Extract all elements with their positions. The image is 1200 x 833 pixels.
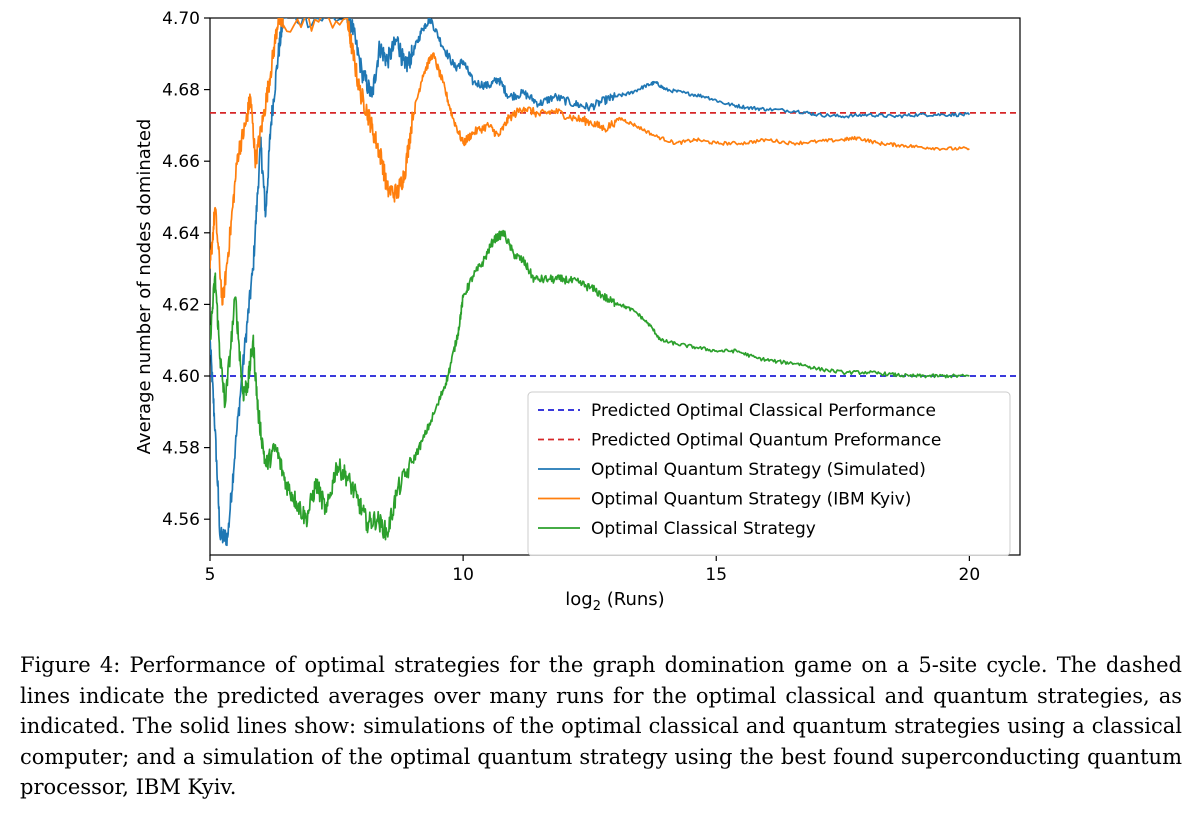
legend-label: Optimal Quantum Strategy (Simulated) — [591, 460, 926, 480]
legend-box — [527, 391, 1011, 556]
x-tick-label: 15 — [705, 565, 727, 585]
y-tick-label: 4.58 — [162, 439, 200, 459]
x-axis: 5 10 15 20 — [205, 555, 981, 585]
series-line — [210, 18, 971, 547]
chart: 5 10 15 20 4.56 4.58 4.60 4.62 4.64 4.66 4.68 4.70… — [134, 9, 1021, 614]
series-lines — [210, 18, 971, 547]
legend-label: Predicted Optimal Classical Performance — [591, 401, 936, 421]
y-tick-label: 4.56 — [162, 510, 200, 530]
y-tick-label: 4.60 — [162, 367, 200, 387]
y-tick-label: 4.68 — [162, 81, 200, 101]
x-axis-label: log2 (Runs) — [565, 589, 664, 614]
legend: Predicted Optimal Classical Performance P… — [527, 391, 1011, 556]
y-axis-label: Average number of nodes dominated — [134, 119, 155, 455]
x-tick-label: 5 — [205, 565, 216, 585]
legend-label: Optimal Quantum Strategy (IBM Kyiv) — [591, 490, 911, 510]
y-tick-label: 4.62 — [162, 295, 200, 315]
x-tick-label: 20 — [959, 565, 981, 585]
legend-label: Optimal Classical Strategy — [591, 519, 816, 539]
y-tick-label: 4.70 — [162, 9, 200, 29]
series-line — [210, 229, 970, 541]
series-line — [210, 18, 970, 306]
legend-label: Predicted Optimal Quantum Preformance — [591, 431, 941, 451]
x-tick-label: 10 — [452, 565, 474, 585]
figure-caption: Figure 4: Performance of optimal strateg… — [20, 653, 1182, 799]
y-tick-label: 4.64 — [162, 224, 200, 244]
y-axis: 4.56 4.58 4.60 4.62 4.64 4.66 4.68 4.70 — [162, 9, 210, 530]
y-tick-label: 4.66 — [162, 152, 200, 172]
reference-lines — [210, 111, 1020, 377]
